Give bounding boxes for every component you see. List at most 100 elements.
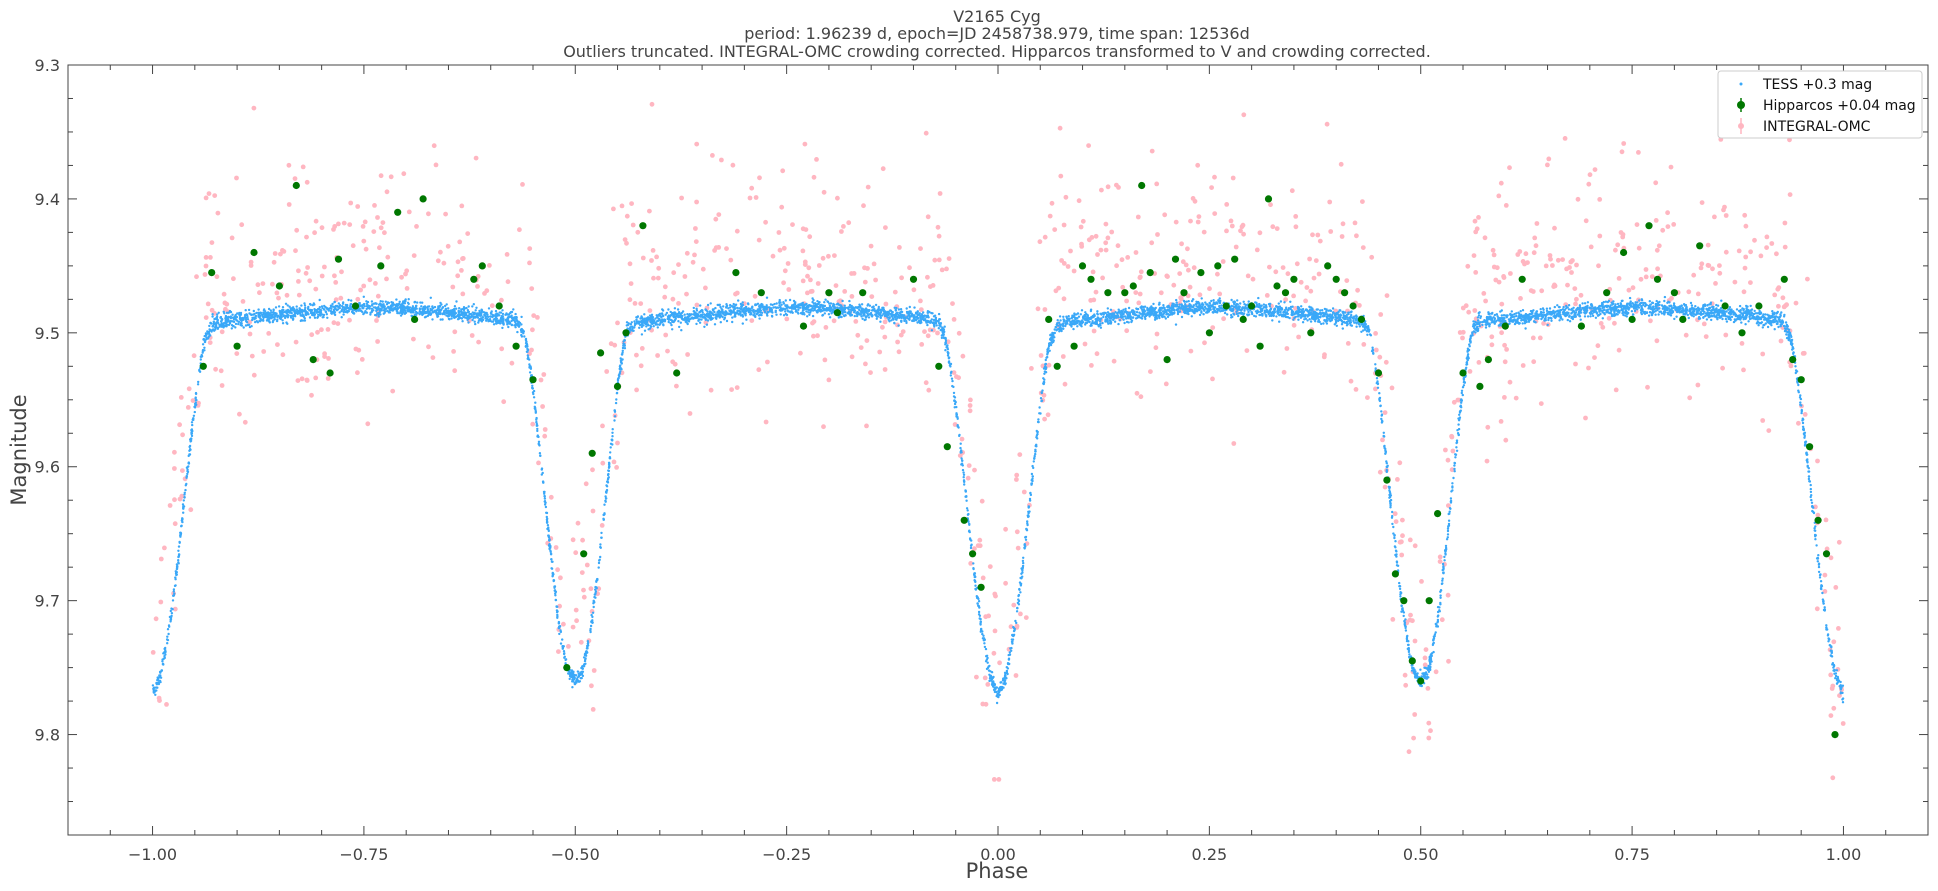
tess-point xyxy=(460,308,463,311)
omc-point xyxy=(782,268,788,274)
omc-point xyxy=(936,233,942,239)
omc-point xyxy=(1824,546,1830,552)
omc-point xyxy=(624,213,630,219)
omc-point xyxy=(784,316,790,322)
omc-point xyxy=(1720,365,1725,371)
omc-point xyxy=(359,357,365,362)
omc-point xyxy=(271,259,277,265)
omc-point xyxy=(1463,303,1469,309)
tess-point xyxy=(177,545,181,548)
tess-point xyxy=(1604,300,1608,303)
omc-point xyxy=(846,220,852,226)
omc-point xyxy=(1061,261,1067,266)
omc-point xyxy=(980,701,986,707)
omc-point xyxy=(185,405,191,410)
omc-point xyxy=(1620,232,1626,237)
tess-point xyxy=(1801,417,1805,420)
omc-point xyxy=(172,497,177,503)
omc-point xyxy=(1534,221,1540,226)
tess-point xyxy=(877,305,880,309)
omc-point xyxy=(1399,552,1405,558)
tess-point xyxy=(203,340,207,344)
omc-point xyxy=(991,650,997,656)
tess-point xyxy=(1123,321,1126,325)
omc-point xyxy=(1775,286,1781,292)
tess-point xyxy=(286,308,290,312)
omc-point xyxy=(452,368,458,374)
tess-point xyxy=(1638,299,1641,302)
tess-point xyxy=(1614,303,1617,306)
omc-point xyxy=(1308,288,1314,294)
tess-point xyxy=(1187,300,1190,303)
omc-point xyxy=(1403,682,1409,688)
omc-point xyxy=(1164,273,1170,279)
tess-point xyxy=(166,628,170,631)
omc-point xyxy=(655,275,661,281)
tess-point xyxy=(903,319,906,323)
omc-point xyxy=(1291,293,1296,299)
omc-point xyxy=(158,599,164,605)
omc-point xyxy=(1613,387,1619,393)
tess-point xyxy=(1010,649,1013,652)
omc-point xyxy=(1668,164,1674,170)
omc-point xyxy=(1296,334,1301,340)
omc-point xyxy=(1613,247,1618,253)
tess-point xyxy=(1523,322,1527,325)
omc-point xyxy=(1173,219,1179,225)
tess-point xyxy=(1835,682,1839,685)
omc-point xyxy=(627,297,633,303)
omc-point xyxy=(1828,672,1834,678)
omc-point xyxy=(255,282,261,288)
omc-point xyxy=(1201,229,1207,235)
omc-point xyxy=(1513,395,1519,401)
omc-point xyxy=(403,271,408,277)
omc-point xyxy=(655,353,660,358)
omc-point xyxy=(966,463,972,468)
tess-point xyxy=(1542,311,1545,314)
tess-point xyxy=(1407,640,1410,643)
omc-point xyxy=(865,266,870,271)
tess-point xyxy=(1062,327,1065,330)
omc-point xyxy=(590,467,595,473)
omc-point xyxy=(1446,503,1451,508)
tess-point xyxy=(535,416,538,420)
tess-point xyxy=(1375,377,1379,380)
omc-point xyxy=(871,261,877,267)
omc-point xyxy=(435,258,441,264)
omc-point xyxy=(1574,296,1579,302)
omc-point xyxy=(1586,181,1592,187)
omc-point xyxy=(816,263,822,268)
omc-point xyxy=(997,660,1002,666)
omc-point xyxy=(531,313,537,318)
omc-point xyxy=(527,260,532,266)
tess-point xyxy=(1785,333,1788,336)
omc-point xyxy=(581,587,586,593)
omc-point xyxy=(1380,437,1385,443)
omc-point xyxy=(333,280,339,285)
tess-point xyxy=(429,296,432,299)
tess-point xyxy=(1393,534,1396,537)
tess-point xyxy=(546,524,550,527)
omc-point xyxy=(1013,673,1019,678)
omc-point xyxy=(600,460,606,466)
omc-point xyxy=(1615,242,1621,248)
omc-point xyxy=(1489,342,1495,348)
omc-point xyxy=(1390,617,1396,622)
omc-point xyxy=(296,279,301,284)
tess-point xyxy=(736,306,739,310)
omc-point xyxy=(939,267,945,273)
tess-point xyxy=(1022,556,1025,559)
tess-point xyxy=(1581,302,1584,305)
omc-point xyxy=(869,294,875,299)
omc-point xyxy=(1047,213,1053,219)
omc-point xyxy=(322,264,327,270)
omc-point xyxy=(1090,269,1096,275)
omc-point xyxy=(1533,243,1539,249)
tess-point xyxy=(342,313,345,316)
omc-point xyxy=(1507,379,1513,385)
tess-point xyxy=(678,325,681,329)
omc-point xyxy=(1186,267,1191,273)
omc-point xyxy=(638,363,644,369)
omc-point xyxy=(482,291,487,296)
omc-point xyxy=(1023,615,1029,620)
